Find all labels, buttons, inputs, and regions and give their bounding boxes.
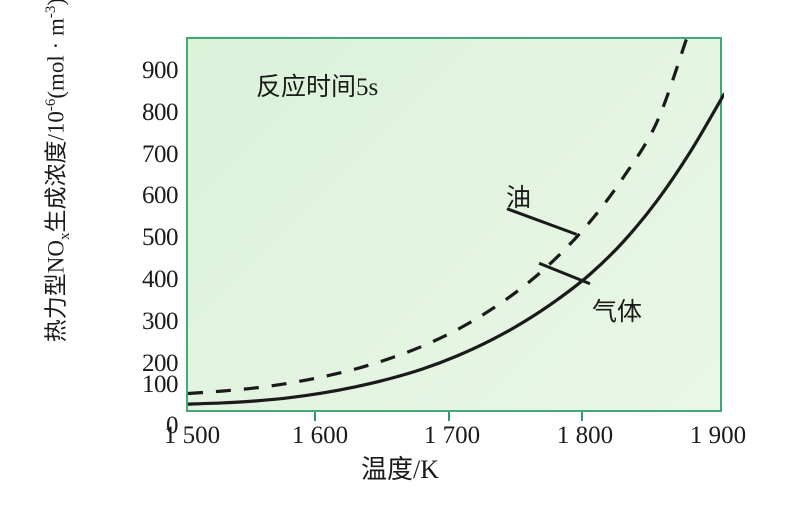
y-tick-label-800: 800 <box>142 99 179 126</box>
y-tick-label-0: 0 <box>166 412 179 439</box>
annotation-oil-label: 油 <box>506 185 532 212</box>
y-tick-label-300: 300 <box>142 308 179 335</box>
y-tick-label-100: 100 <box>142 371 179 398</box>
x-tick-label-1900: 1 900 <box>689 422 747 449</box>
annotation-gas-label: 气体 <box>592 299 643 326</box>
plot-area: 反应时间5s 油 气体 <box>186 37 724 412</box>
y-axis-title-sub-x: x <box>57 232 74 241</box>
x-tick-label-1600: 1 600 <box>291 422 349 449</box>
y-axis-title-close: ) <box>43 0 69 6</box>
y-axis-title-mid: 生成浓度/10 <box>43 111 69 233</box>
y-tick-label-500: 500 <box>142 224 179 251</box>
curve-gas <box>188 92 724 406</box>
x-tick-1700 <box>448 412 450 421</box>
x-tick-1800 <box>581 412 583 421</box>
y-tick-label-200: 200 <box>142 350 179 377</box>
y-axis-title-sup-minus6: -6 <box>42 98 59 112</box>
gas-leader-line <box>538 261 591 286</box>
curve-oil <box>188 39 688 396</box>
y-tick-label-700: 700 <box>142 141 179 168</box>
x-tick-label-1800: 1 800 <box>556 422 614 449</box>
y-axis-title-open: (mol · m <box>43 18 69 99</box>
y-axis-title: 热力型NOx生成浓度/10-6(mol · m-3) <box>38 0 78 370</box>
y-tick-label-400: 400 <box>142 266 179 293</box>
y-tick-label-900: 900 <box>142 57 179 84</box>
y-tick-label-600: 600 <box>142 182 179 209</box>
x-tick-label-1500: 1 500 <box>163 422 221 449</box>
annotation-reaction-time: 反应时间5s <box>256 74 379 101</box>
y-axis-title-sup-minus3: -3 <box>42 5 59 19</box>
plot-curves <box>188 39 724 406</box>
oil-leader-line <box>506 207 578 236</box>
y-axis-title-prefix: 热力型NO <box>43 240 69 343</box>
x-tick-label-1700: 1 700 <box>423 422 481 449</box>
x-tick-1600 <box>314 412 316 421</box>
x-axis-title: 温度/K <box>360 455 439 484</box>
